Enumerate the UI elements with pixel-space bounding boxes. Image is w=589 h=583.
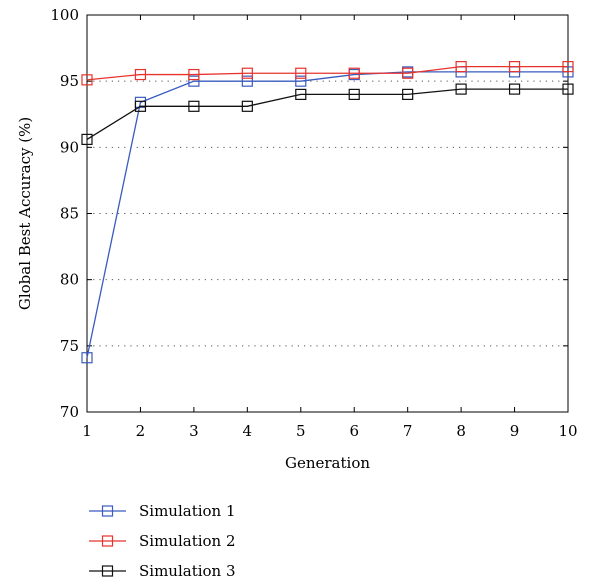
series-3: [81, 83, 574, 145]
series-line: [86, 71, 568, 358]
data-point: [348, 67, 360, 79]
gridlines: [87, 80, 568, 347]
legend-item: Simulation 3: [89, 562, 236, 580]
legend-marker: [101, 535, 114, 547]
legend-marker: [101, 505, 114, 517]
data-point: [188, 100, 200, 112]
y-tick-label: 90: [60, 138, 79, 156]
legend-item: Simulation 1: [89, 502, 236, 520]
x-tick-label: 9: [510, 422, 520, 440]
x-tick-label: 7: [403, 422, 413, 440]
data-point: [455, 61, 467, 73]
data-point: [508, 61, 521, 73]
data-point: [295, 75, 307, 87]
x-tick-label: 10: [558, 422, 577, 440]
data-point: [562, 61, 574, 73]
data-point: [241, 67, 253, 79]
x-tick-label: 3: [189, 422, 199, 440]
y-tick-label: 85: [60, 205, 79, 223]
legend-marker: [101, 565, 114, 577]
legend: Simulation 1 Simulation 2 Simulation 3: [89, 502, 236, 580]
series-1: [81, 66, 574, 364]
series-line: [86, 88, 568, 140]
x-tick-label: 2: [136, 422, 146, 440]
data-point: [455, 83, 467, 95]
y-tick-label: 70: [60, 403, 79, 421]
data-point: [134, 68, 147, 81]
data-point: [188, 68, 200, 81]
series-line: [86, 65, 568, 81]
y-axis-ticks: 70 75 80 85 90 95 100: [50, 6, 568, 421]
x-axis-ticks: 1 2 3 4 5 6 7 8 9 10: [82, 15, 578, 440]
data-point: [295, 67, 307, 79]
x-axis-label: Generation: [285, 454, 370, 472]
x-tick-label: 6: [349, 422, 359, 440]
series-2: [81, 61, 574, 86]
y-axis-label: Global Best Accuracy (%): [16, 117, 34, 310]
data-point: [188, 75, 200, 87]
legend-label: Simulation 2: [139, 532, 236, 550]
data-point: [348, 88, 360, 101]
data-point: [295, 88, 307, 101]
x-tick-label: 4: [243, 422, 253, 440]
data-point: [402, 67, 414, 79]
data-point: [508, 83, 521, 95]
x-tick-label: 5: [296, 422, 306, 440]
data-point: [241, 75, 253, 87]
x-tick-label: 1: [82, 422, 92, 440]
legend-label: Simulation 3: [139, 562, 236, 580]
data-point: [81, 352, 93, 364]
data-point: [562, 83, 574, 95]
legend-label: Simulation 1: [139, 502, 236, 520]
y-tick-label: 80: [60, 271, 79, 289]
data-point: [134, 100, 147, 112]
data-point: [241, 100, 253, 112]
y-tick-label: 95: [60, 72, 79, 90]
x-tick-label: 8: [456, 422, 466, 440]
data-point: [81, 74, 93, 86]
legend-item: Simulation 2: [89, 532, 236, 550]
y-tick-label: 75: [60, 337, 79, 355]
data-point: [81, 133, 93, 145]
series-lines: [81, 61, 574, 364]
y-tick-label: 100: [50, 6, 79, 24]
data-point: [402, 88, 414, 101]
